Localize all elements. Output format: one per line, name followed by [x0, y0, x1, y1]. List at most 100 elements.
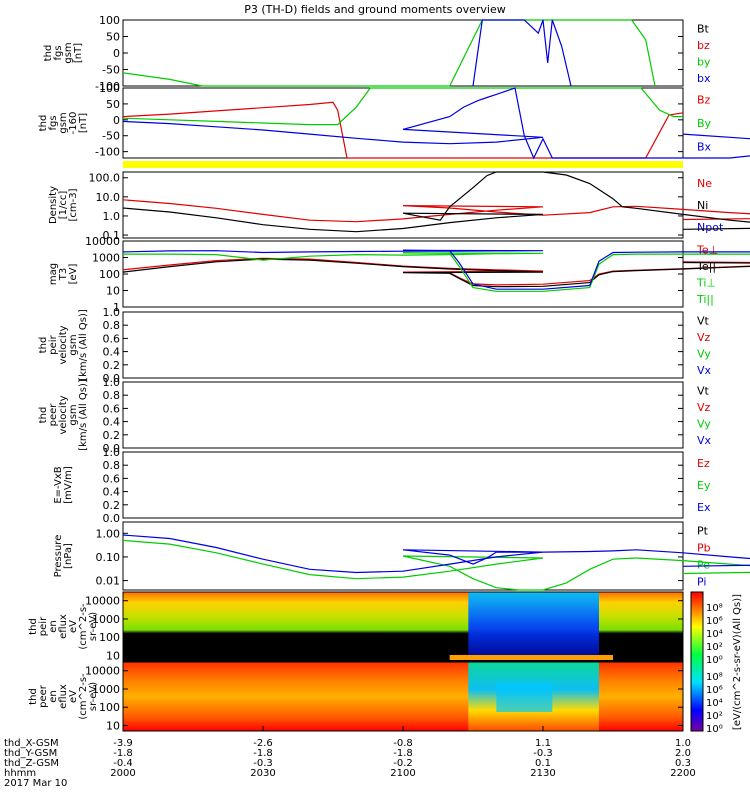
series-line-ti	[123, 252, 750, 292]
y-tick-label: 10000	[85, 235, 120, 248]
series-line-bx	[122, 87, 750, 160]
y-tick-label: -50	[102, 130, 120, 143]
y-tick-label: 100	[99, 631, 120, 644]
colorbar-label: [eV/(cm^2-s-sr-eV)(All Qs)]	[732, 594, 743, 730]
y-axis-label: gsm	[68, 404, 79, 425]
y-axis-label: thd	[28, 688, 39, 705]
y-axis-label: sr-eV)	[88, 612, 99, 641]
y-axis-label: fgs	[53, 45, 64, 60]
legend-entry: Bt	[697, 22, 710, 35]
series-line-ni	[122, 171, 750, 233]
legend-entry: Pe	[697, 559, 710, 572]
y-tick-label: 0.1	[103, 229, 121, 242]
y-tick-label: 10000	[85, 665, 120, 678]
colorbar-tick: 10²	[706, 711, 723, 722]
y-axis-label: eflux	[58, 614, 69, 639]
y-axis-label: peer	[48, 403, 59, 427]
x-row-value: -0.3	[253, 758, 273, 769]
y-axis-label: peir	[48, 334, 59, 354]
y-axis-label: [mV/m]	[63, 466, 74, 504]
y-tick-label: 0.6	[103, 402, 121, 415]
colorbar-tick: 10²	[706, 642, 723, 653]
legend-entry: Pt	[697, 525, 709, 538]
y-tick-label: 1000	[92, 683, 120, 696]
x-row-value: -0.4	[113, 758, 133, 769]
x-row-value: -2.6	[253, 738, 273, 749]
spectrogram-core	[496, 682, 553, 712]
x-row-value: 1.1	[535, 738, 551, 749]
x-row-label: thd_Y-GSM	[4, 748, 57, 759]
y-axis-label: eflux	[58, 684, 69, 709]
y-tick-label: -50	[102, 64, 120, 77]
y-axis-label: thd	[38, 407, 49, 424]
y-tick-label: 0.0	[103, 512, 121, 525]
x-row-label: thd_X-GSM	[4, 738, 59, 749]
y-axis-label: gsm	[58, 112, 69, 133]
y-tick-label: 0	[113, 47, 120, 60]
y-axis-label: [cm-3]	[68, 188, 79, 221]
colorbar-tick: 10⁰	[706, 655, 723, 666]
colorbar-tick: 10⁸	[706, 603, 723, 614]
y-axis-label: [km/s (All Qs)]	[78, 309, 89, 381]
y-tick-label: 0.6	[103, 332, 121, 345]
legend-entry: Vy	[697, 417, 711, 430]
x-row-value: 0.1	[535, 758, 551, 769]
y-axis-label: en	[48, 690, 59, 703]
y-tick-label: 100.0	[89, 172, 121, 185]
x-row-value: 2200	[670, 768, 695, 779]
legend-entry: Pi	[697, 576, 706, 589]
y-axis-label: velocity	[58, 325, 69, 364]
legend-entry: Pb	[697, 542, 711, 555]
y-axis-label: E=-VxB	[53, 466, 64, 503]
y-tick-label: 1000	[92, 613, 120, 626]
y-tick-label: 100	[99, 82, 120, 95]
colorbar-tick: 10⁴	[706, 629, 723, 640]
y-axis-label: gsm	[63, 42, 74, 63]
y-tick-label: -100	[95, 80, 120, 93]
y-axis-label: Pressure	[53, 535, 64, 578]
y-axis-label: sr-eV)	[88, 682, 99, 711]
series-line-bz	[122, 101, 684, 159]
legend-entry: bx	[697, 72, 711, 85]
legend-entry: By	[697, 117, 712, 130]
legend-entry: Ti⊥	[696, 276, 716, 289]
x-row-value: -3.9	[113, 738, 133, 749]
y-axis-label: -160	[68, 112, 79, 135]
quality-flag-bar	[123, 161, 683, 168]
y-tick-label: 10	[106, 285, 120, 298]
y-axis-label: T3	[58, 268, 69, 281]
legend-entry: by	[697, 55, 711, 68]
x-row-value: 0.3	[675, 758, 691, 769]
y-axis-label: [nPa]	[63, 543, 74, 569]
x-row-value: -1.8	[253, 748, 273, 759]
y-tick-label: 10000	[85, 595, 120, 608]
legend-entry: Bx	[697, 140, 712, 153]
legend-entry: Ne	[697, 177, 712, 190]
y-axis-label: thd	[28, 618, 39, 635]
y-axis-label: Density	[48, 186, 59, 224]
legend-entry: Vy	[697, 347, 711, 360]
panel-frame	[122, 311, 684, 379]
legend-entry: Vt	[697, 314, 710, 327]
legend-entry: Vt	[697, 384, 710, 397]
x-row-label: thd_Z-GSM	[4, 758, 59, 769]
y-tick-label: 100	[99, 268, 120, 281]
y-tick-label: 50	[106, 31, 120, 44]
y-tick-label: 1000	[92, 252, 120, 265]
y-tick-label: 0.8	[103, 389, 121, 402]
y-tick-label: 10.0	[96, 191, 121, 204]
panel-frame	[122, 171, 684, 239]
y-axis-label: thd	[43, 45, 54, 62]
legend-entry: Vx	[697, 364, 712, 377]
y-tick-label: 50	[106, 98, 120, 111]
series-line-te	[122, 258, 750, 288]
colorbar-tick: 10⁴	[706, 698, 723, 709]
series-line-by	[122, 19, 656, 87]
legend-entry: Ti||	[696, 293, 714, 306]
legend-entry: Ey	[697, 479, 711, 492]
series-line-by	[122, 87, 683, 126]
x-row-value: -1.8	[113, 748, 133, 759]
y-tick-label: 1.0	[103, 446, 121, 459]
y-axis-label: fgs	[48, 115, 59, 130]
